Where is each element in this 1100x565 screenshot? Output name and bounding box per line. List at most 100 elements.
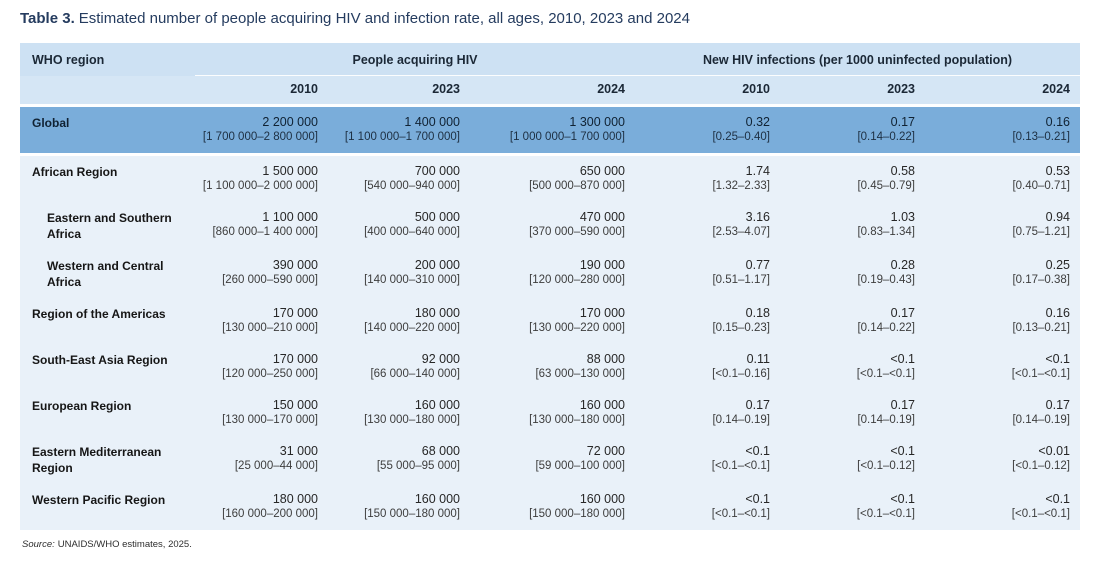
- estimate-cell: 160 000 [150 000–180 000]: [328, 491, 470, 522]
- year-header-row: 2010 2023 2024 2010 2023 2024: [20, 76, 1080, 104]
- estimate-value: 170 000: [272, 352, 318, 366]
- estimate-cell: <0.1 [<0.1–<0.1]: [925, 351, 1080, 382]
- estimate-cell: 1 300 000 [1 000 000–1 700 000]: [470, 114, 635, 145]
- estimate-cell: 0.16 [0.13–0.21]: [925, 114, 1080, 145]
- estimate-cell: 68 000 [55 000–95 000]: [328, 443, 470, 476]
- estimate-value: 390 000: [272, 258, 318, 272]
- estimate-value: <0.1: [745, 444, 770, 458]
- estimate-range: [1 100 000–1 700 000]: [344, 131, 460, 143]
- estimate-cell: 0.94 [0.75–1.21]: [925, 209, 1080, 242]
- estimate-value: 1 100 000: [262, 210, 318, 224]
- table-row: Eastern and Southern Africa 1 100 000 [8…: [20, 202, 1080, 250]
- estimate-range: [2.53–4.07]: [712, 226, 770, 238]
- estimate-cell: 160 000 [130 000–180 000]: [470, 397, 635, 428]
- estimate-range: [370 000–590 000]: [529, 226, 625, 238]
- estimate-range: [120 000–280 000]: [529, 274, 625, 286]
- estimate-range: [130 000–180 000]: [364, 414, 460, 426]
- estimate-value: 160 000: [414, 398, 460, 412]
- year-header: 2010: [290, 82, 318, 96]
- estimate-range: [<0.1–<0.1]: [1011, 368, 1070, 380]
- estimate-value: 500 000: [414, 210, 460, 224]
- estimate-cell: 0.17 [0.14–0.19]: [925, 397, 1080, 428]
- estimate-cell: 200 000 [140 000–310 000]: [328, 257, 470, 290]
- estimate-value: <0.1: [890, 352, 915, 366]
- estimate-cell: <0.1 [<0.1–<0.1]: [635, 443, 780, 476]
- estimate-value: <0.1: [890, 444, 915, 458]
- group-header-new-infections-rate: New HIV infections (per 1000 uninfected …: [702, 53, 1013, 67]
- year-header: 2024: [597, 82, 625, 96]
- estimate-cell: <0.1 [<0.1–<0.1]: [780, 491, 925, 522]
- estimate-value: 1 500 000: [262, 164, 318, 178]
- estimate-value: 470 000: [579, 210, 625, 224]
- estimate-range: [25 000–44 000]: [234, 460, 318, 472]
- estimate-cell: 180 000 [160 000–200 000]: [195, 491, 328, 522]
- estimate-cell: <0.1 [<0.1–0.12]: [780, 443, 925, 476]
- estimate-range: [0.51–1.17]: [712, 274, 770, 286]
- estimate-cell: 1 400 000 [1 100 000–1 700 000]: [328, 114, 470, 145]
- region-name: South-East Asia Region: [32, 353, 168, 367]
- estimate-value: 0.17: [890, 115, 915, 129]
- year-header: 2023: [432, 82, 460, 96]
- estimate-value: 160 000: [579, 492, 625, 506]
- estimate-range: [0.17–0.38]: [1012, 274, 1070, 286]
- estimate-range: [59 000–100 000]: [535, 460, 625, 472]
- estimate-cell: 3.16 [2.53–4.07]: [635, 209, 780, 242]
- estimate-cell: <0.1 [<0.1–<0.1]: [925, 491, 1080, 522]
- estimate-cell: 0.16 [0.13–0.21]: [925, 305, 1080, 336]
- estimate-value: 160 000: [414, 492, 460, 506]
- estimate-value: 160 000: [579, 398, 625, 412]
- year-header: 2024: [1042, 82, 1070, 96]
- estimate-cell: 0.77 [0.51–1.17]: [635, 257, 780, 290]
- estimate-range: [1 100 000–2 000 000]: [202, 180, 318, 192]
- estimate-value: 0.17: [1045, 398, 1070, 412]
- estimate-range: [0.45–0.79]: [857, 180, 915, 192]
- estimate-cell: 2 200 000 [1 700 000–2 800 000]: [195, 114, 328, 145]
- estimate-value: 1 300 000: [569, 115, 625, 129]
- estimate-cell: 72 000 [59 000–100 000]: [470, 443, 635, 476]
- estimate-cell: 1.74 [1.32–2.33]: [635, 163, 780, 194]
- estimate-range: [<0.1–0.12]: [857, 460, 915, 472]
- region-column-header: WHO region: [32, 53, 105, 67]
- estimate-cell: 0.17 [0.14–0.19]: [635, 397, 780, 428]
- estimate-value: 1 400 000: [404, 115, 460, 129]
- estimate-value: 0.17: [890, 398, 915, 412]
- estimate-range: [150 000–180 000]: [364, 508, 460, 520]
- estimate-cell: 160 000 [150 000–180 000]: [470, 491, 635, 522]
- estimate-range: [63 000–130 000]: [535, 368, 625, 380]
- estimate-cell: 92 000 [66 000–140 000]: [328, 351, 470, 382]
- estimate-range: [1.32–2.33]: [712, 180, 770, 192]
- table-row-global: Global 2 200 000 [1 700 000–2 800 000] 1…: [20, 107, 1080, 153]
- estimate-cell: 0.17 [0.14–0.22]: [780, 305, 925, 336]
- estimate-range: [0.13–0.21]: [1012, 322, 1070, 334]
- source-note: Source: UNAIDS/WHO estimates, 2025.: [20, 539, 1080, 550]
- table-row: African Region 1 500 000 [1 100 000–2 00…: [20, 156, 1080, 202]
- estimate-range: [140 000–220 000]: [364, 322, 460, 334]
- table-row: Eastern Mediterranean Region 31 000 [25 …: [20, 436, 1080, 484]
- estimate-value: 0.17: [890, 306, 915, 320]
- estimate-value: 1.03: [890, 210, 915, 224]
- estimate-cell: 0.17 [0.14–0.19]: [780, 397, 925, 428]
- estimate-range: [<0.1–<0.1]: [711, 508, 770, 520]
- table-body: African Region 1 500 000 [1 100 000–2 00…: [20, 156, 1080, 530]
- estimate-cell: <0.1 [<0.1–<0.1]: [780, 351, 925, 382]
- estimate-cell: 1 100 000 [860 000–1 400 000]: [195, 209, 328, 242]
- table-title-number: Table 3.: [20, 10, 75, 27]
- estimate-value: <0.1: [890, 492, 915, 506]
- estimate-range: [0.14–0.19]: [857, 414, 915, 426]
- estimate-range: [66 000–140 000]: [370, 368, 460, 380]
- year-header: 2010: [742, 82, 770, 96]
- estimate-value: 0.11: [746, 352, 770, 366]
- region-name: Eastern and Southern Africa: [47, 211, 172, 241]
- estimate-value: <0.01: [1038, 444, 1070, 458]
- region-name: Eastern Mediterranean Region: [32, 445, 162, 475]
- estimate-value: 0.58: [890, 164, 915, 178]
- estimate-cell: 0.53 [0.40–0.71]: [925, 163, 1080, 194]
- region-name: African Region: [32, 165, 118, 179]
- estimate-value: <0.1: [745, 492, 770, 506]
- estimate-cell: 170 000 [130 000–210 000]: [195, 305, 328, 336]
- table-row: European Region 150 000 [130 000–170 000…: [20, 390, 1080, 436]
- estimate-value: 0.25: [1045, 258, 1070, 272]
- estimate-value: 170 000: [272, 306, 318, 320]
- estimate-value: 0.77: [745, 258, 770, 272]
- estimate-range: [<0.1–<0.1]: [1011, 508, 1070, 520]
